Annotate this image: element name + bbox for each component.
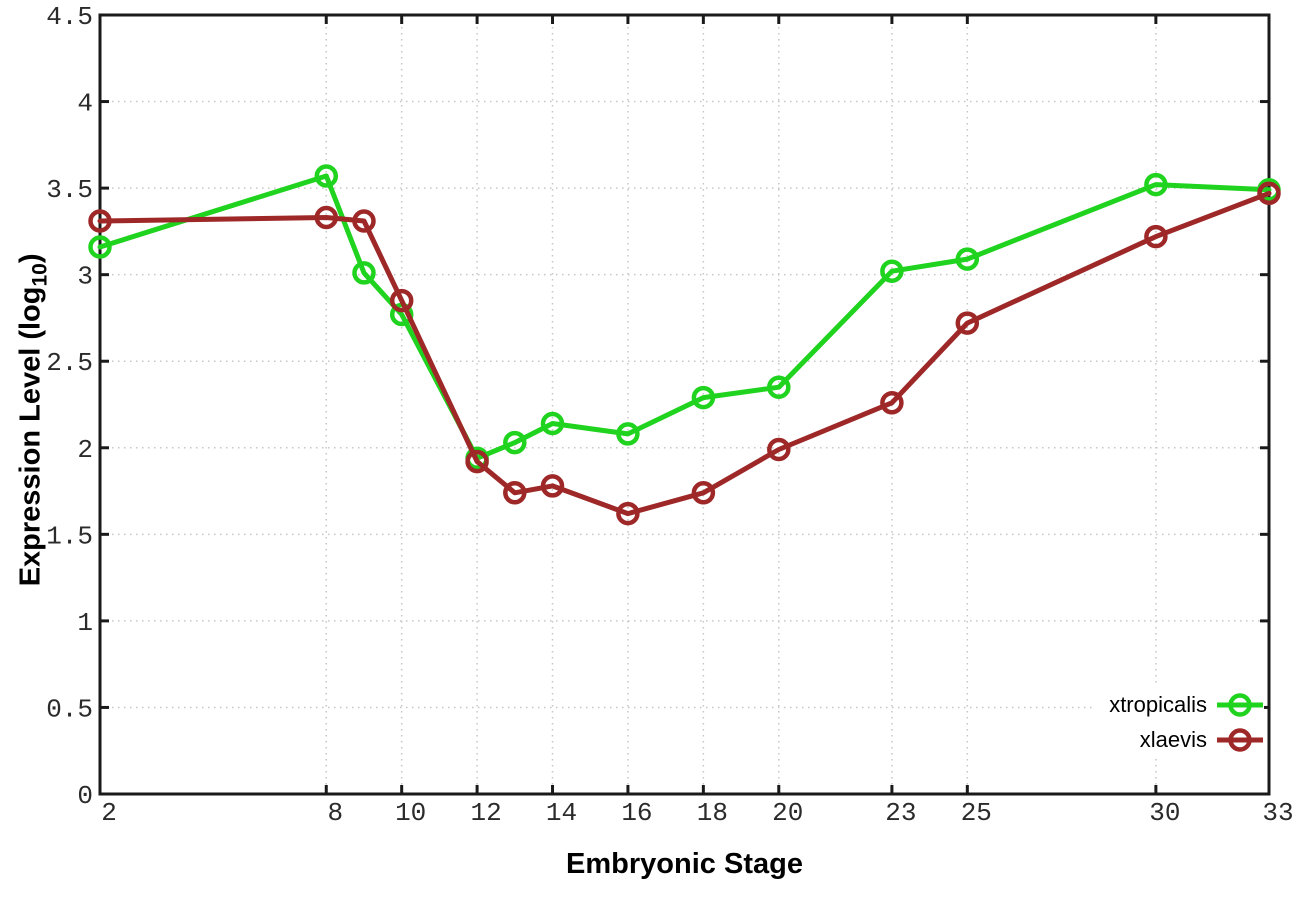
legend-item-xtropicalis: xtropicalis: [1109, 688, 1264, 722]
data-point-xtropicalis: [955, 247, 980, 271]
y-tick-label: 4: [77, 89, 93, 119]
x-tick-label: 2: [101, 798, 117, 828]
x-tick-label: 8: [327, 798, 343, 828]
x-tick-label: 23: [885, 798, 916, 828]
y-axis-title-suffix: ): [14, 253, 47, 264]
y-axis-title-prefix: Expression Level (log: [14, 286, 47, 587]
data-point-xlaevis: [1144, 224, 1168, 249]
data-point-xlaevis: [503, 481, 527, 505]
data-point-xtropicalis: [616, 422, 640, 446]
x-tick-label: 18: [697, 798, 728, 828]
data-point-xtropicalis: [352, 261, 376, 285]
y-tick-label: 3: [77, 262, 93, 292]
x-tick-label: 16: [621, 798, 652, 828]
y-tick-label: 2: [77, 435, 93, 465]
data-point-xlaevis: [540, 474, 565, 498]
data-point-xlaevis: [389, 288, 414, 313]
y-tick-label: 4.5: [46, 2, 93, 32]
data-point-xlaevis: [465, 449, 489, 474]
plot-border: [98, 13, 1271, 796]
data-point-xlaevis: [767, 437, 791, 462]
data-point-xtropicalis: [691, 385, 716, 410]
series-line-xlaevis: [97, 190, 1272, 517]
data-point-xlaevis: [1257, 181, 1281, 206]
y-tick-label: 0: [77, 781, 93, 811]
data-point-xlaevis: [880, 391, 904, 415]
legend-sample-marker: [1228, 693, 1252, 717]
data-point-xtropicalis: [503, 430, 527, 455]
y-tick-label: 2.5: [46, 348, 93, 378]
data-point-xlaevis: [88, 209, 112, 233]
data-point-xtropicalis: [540, 411, 565, 436]
data-point-xtropicalis: [88, 235, 112, 259]
legend-sample-icon-xlaevis: [1217, 728, 1263, 752]
legend-label-xlaevis: xlaevis: [1139, 727, 1207, 752]
legend-label-xtropicalis: xtropicalis: [1109, 692, 1207, 717]
x-tick-label: 10: [395, 798, 426, 828]
data-point-xtropicalis: [1144, 172, 1168, 197]
y-tick-label: 0.5: [46, 694, 93, 724]
y-tick-label: 1.5: [46, 521, 93, 551]
y-tick-label: 1: [77, 608, 93, 638]
x-tick-label: 30: [1149, 798, 1180, 828]
data-point-xlaevis: [616, 501, 640, 526]
y-axis-title-subscript: 10: [27, 263, 51, 287]
data-point-xlaevis: [352, 209, 376, 233]
data-point-xlaevis: [691, 481, 716, 505]
x-tick-label: 25: [961, 798, 992, 828]
x-tick-label: 33: [1262, 798, 1293, 828]
legend-item-xlaevis: xlaevis: [1140, 723, 1264, 757]
data-point-xlaevis: [314, 205, 339, 230]
data-point-xlaevis: [955, 311, 980, 335]
legend: xtropicalis xlaevis: [1093, 686, 1264, 759]
y-axis-title: Expression Level (log10): [0, 0, 66, 840]
data-point-xtropicalis: [880, 259, 904, 283]
x-axis-title: Embryonic Stage: [566, 848, 803, 880]
x-tick-label: 14: [546, 798, 577, 828]
legend-sample-icon-xtropicalis: [1217, 693, 1263, 717]
x-tick-label: 12: [470, 798, 501, 828]
y-tick-label: 3.5: [46, 175, 93, 205]
data-point-xtropicalis: [314, 164, 339, 188]
x-tick-label: 20: [772, 798, 803, 828]
legend-sample-marker: [1228, 728, 1252, 752]
data-point-xtropicalis: [767, 375, 791, 399]
y-axis-title-text: Expression Level (log10): [14, 254, 52, 587]
